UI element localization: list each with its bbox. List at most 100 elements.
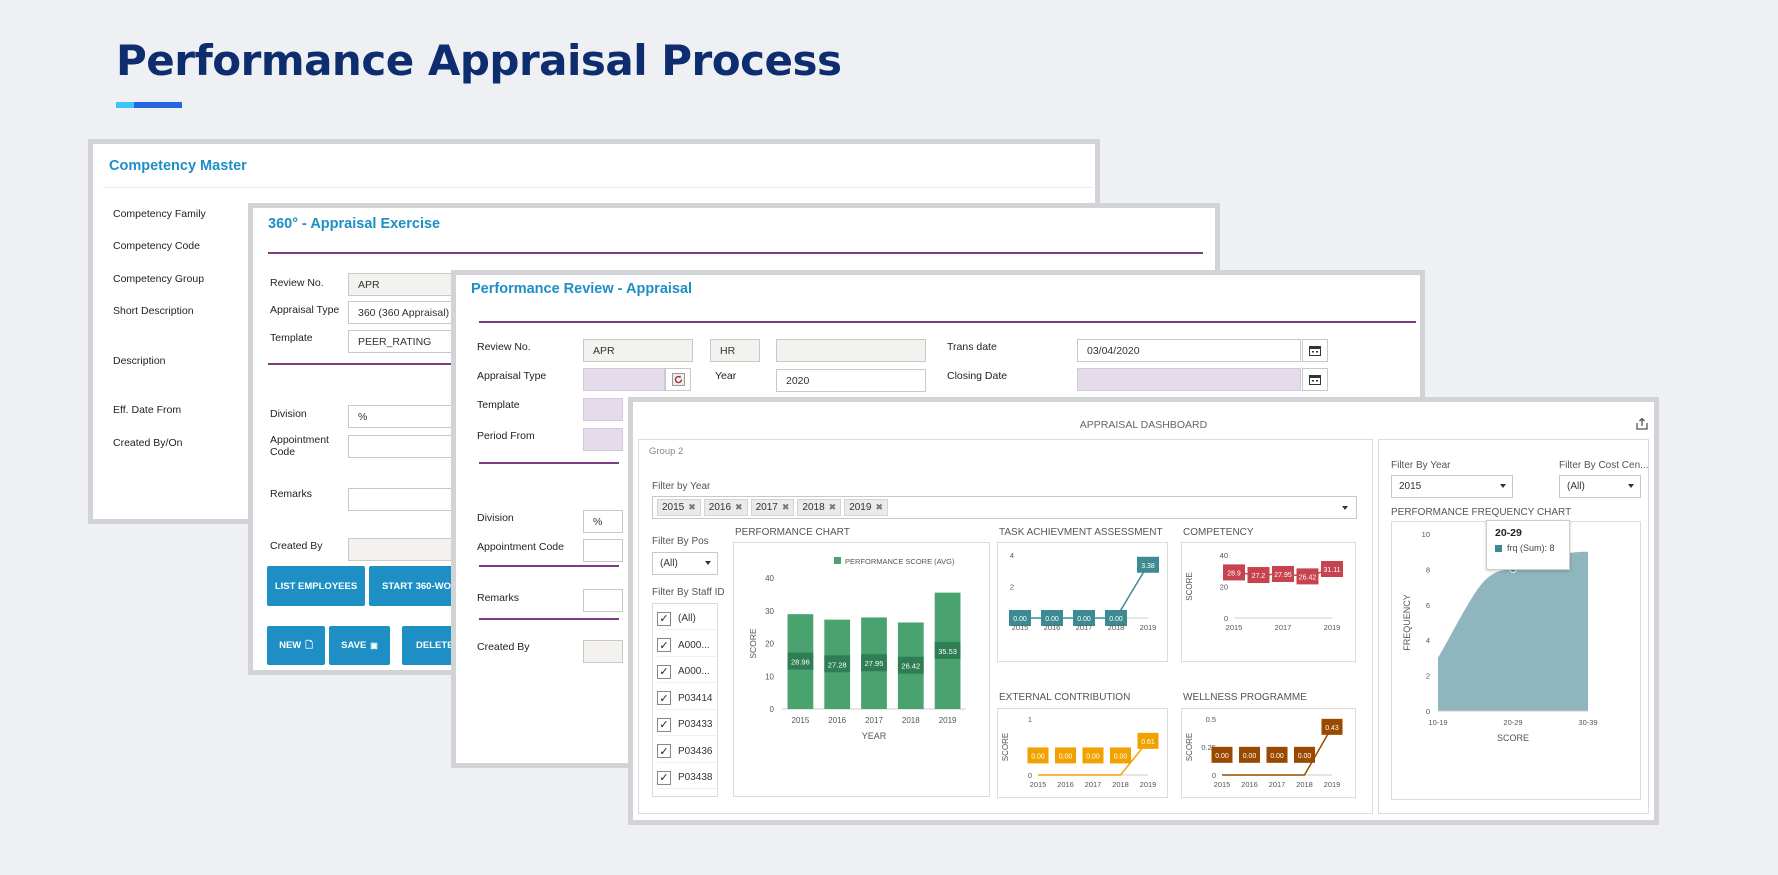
y-tick-label: 0 [1426,707,1430,716]
trans-date-calendar-icon[interactable] [1302,339,1328,362]
data-label-bg [934,641,961,659]
label-remarks: Remarks [270,488,313,500]
series-line [1038,740,1149,776]
close-icon[interactable]: ✖ [735,502,743,512]
staff-id-item[interactable]: ✓ P03414 [657,688,717,710]
divider [268,363,458,365]
year-tag-label: 2018 [802,502,825,513]
staff-id-item[interactable]: ✓ P03436 [657,741,717,763]
appointment-code-field[interactable] [583,539,623,562]
list-employees-label: LIST EMPLOYEES [274,580,358,592]
year-tag[interactable]: 2018 ✖ [797,499,842,516]
checkbox-icon[interactable]: ✓ [657,611,671,626]
refresh-icon[interactable] [665,368,691,391]
chevron-down-icon[interactable] [1342,506,1348,510]
y-axis-label: SCORE [748,628,758,659]
y-tick-label: 30 [765,607,774,616]
start-360-work-button[interactable]: START 360-WORK [369,566,467,606]
x-tick-label: 2017 [1275,623,1292,632]
review-no-field[interactable]: APR [348,273,458,296]
checkbox-icon[interactable]: ✓ [657,770,671,785]
close-icon[interactable]: ✖ [828,502,837,512]
label-template: Template [270,332,313,344]
division-field[interactable]: % [583,510,623,533]
label-created-by: Created By [477,641,530,653]
staff-id-item[interactable]: ✓ A000... [657,635,717,657]
competency-chart: 0 20 40 SCORE 28.9 27.2 27.95 26.42 31.11 2015 201… [1185,551,1343,632]
chevron-down-icon [705,561,711,565]
created-by-field[interactable] [348,538,458,561]
y-tick-label: 0.5 [1206,715,1216,724]
created-by-field[interactable] [583,640,623,663]
closing-date-field[interactable] [1077,368,1301,391]
legend-swatch [834,557,841,564]
year-tag[interactable]: 2019 ✖ [844,499,888,516]
save-button[interactable]: SAVE ▣ [329,626,390,665]
y-axis-label: SCORE [1001,733,1010,761]
close-icon[interactable]: ✖ [875,502,883,512]
checkbox-icon[interactable]: ✓ [657,664,671,679]
checkbox-icon[interactable]: ✓ [657,638,671,652]
data-label: 35.53 [938,647,957,656]
staff-id-item[interactable]: ✓ P03438 [657,767,717,789]
x-tick-label: 2015 [792,716,810,725]
x-tick-label: 2015 [1012,623,1029,632]
remarks-field[interactable] [348,488,458,511]
dashboard-title: APPRAISAL DASHBOARD [1079,419,1208,431]
template-field[interactable] [583,398,623,421]
data-label-bg [1110,747,1131,764]
export-icon[interactable] [1635,417,1649,431]
data-label-bg [897,656,924,674]
appraisal-type-field[interactable]: 360 (360 Appraisal) [348,301,458,324]
list-employees-button[interactable]: LIST EMPLOYEES [267,566,365,606]
y-tick-label: 4 [1010,551,1014,560]
y-tick-label: 2 [1010,583,1014,592]
label-year: Year [715,370,737,382]
period-from-field[interactable] [583,428,623,451]
y-tick-label: 8 [1426,565,1430,574]
right-filter-year-select[interactable]: 2015 [1391,475,1513,498]
year-tag[interactable]: 2016 ✖ [703,499,748,516]
label-description: Description [113,355,166,367]
staff-id-item[interactable]: ✓ A000... [657,661,717,683]
year-tag-input[interactable]: 2015 ✖ 2016 ✖ 2017 ✖ 2018 ✖ 2019 ✖ [652,496,1357,519]
filter-pos-select[interactable]: (All) [652,552,718,575]
trans-date-field[interactable]: 03/04/2020 [1077,339,1301,362]
closing-date-calendar-icon[interactable] [1302,368,1328,391]
staff-id-label: P03433 [678,719,713,730]
review-no-field[interactable]: APR [583,339,693,362]
label-trans-date: Trans date [947,341,997,353]
appointment-code-field[interactable] [348,435,458,458]
year-field[interactable]: 2020 [776,369,926,392]
template-field[interactable]: PEER_RATING [348,330,458,353]
right-filter-cost-select[interactable]: (All) [1559,475,1641,498]
data-label-bg [1239,746,1260,763]
staff-id-label: A000... [678,666,710,677]
staff-id-label: A000... [678,639,710,651]
remarks-field[interactable] [583,589,623,612]
checkbox-icon[interactable]: ✓ [657,744,671,758]
year-tag[interactable]: 2017 ✖ [750,499,795,516]
staff-id-item[interactable]: ✓ P03433 [657,714,717,736]
checkbox-icon[interactable]: ✓ [657,717,671,732]
label-remarks: Remarks [477,592,520,604]
right-filter-year-label: Filter By Year [1391,460,1451,471]
division-field[interactable]: % [348,405,458,428]
appraisal-type-field[interactable] [583,368,665,391]
review-dept-field[interactable]: HR [710,339,760,362]
new-button[interactable]: NEW 🗋 [267,626,325,665]
staff-id-item[interactable]: ✓ (All) [657,608,717,630]
review-no-suffix-field[interactable] [776,339,926,362]
y-tick-label: 2 [1426,672,1430,681]
y-tick-label: 40 [1220,551,1228,560]
data-label-bg [1055,747,1076,764]
x-tick-label: 2017 [1076,623,1093,632]
y-tick-label: 10 [1422,530,1430,539]
close-icon[interactable]: ✖ [688,502,696,512]
checkbox-icon[interactable]: ✓ [657,691,671,705]
x-tick-label: 2019 [1324,780,1341,789]
close-icon[interactable]: ✖ [781,502,790,512]
year-tag[interactable]: 2015 ✖ [657,499,701,516]
staff-id-list[interactable]: ✓ (All) ✓ A000... ✓ A000... ✓ P03414 ✓ P03433 ✓ P03… [652,603,718,797]
x-tick-label: 2015 [1214,780,1231,789]
